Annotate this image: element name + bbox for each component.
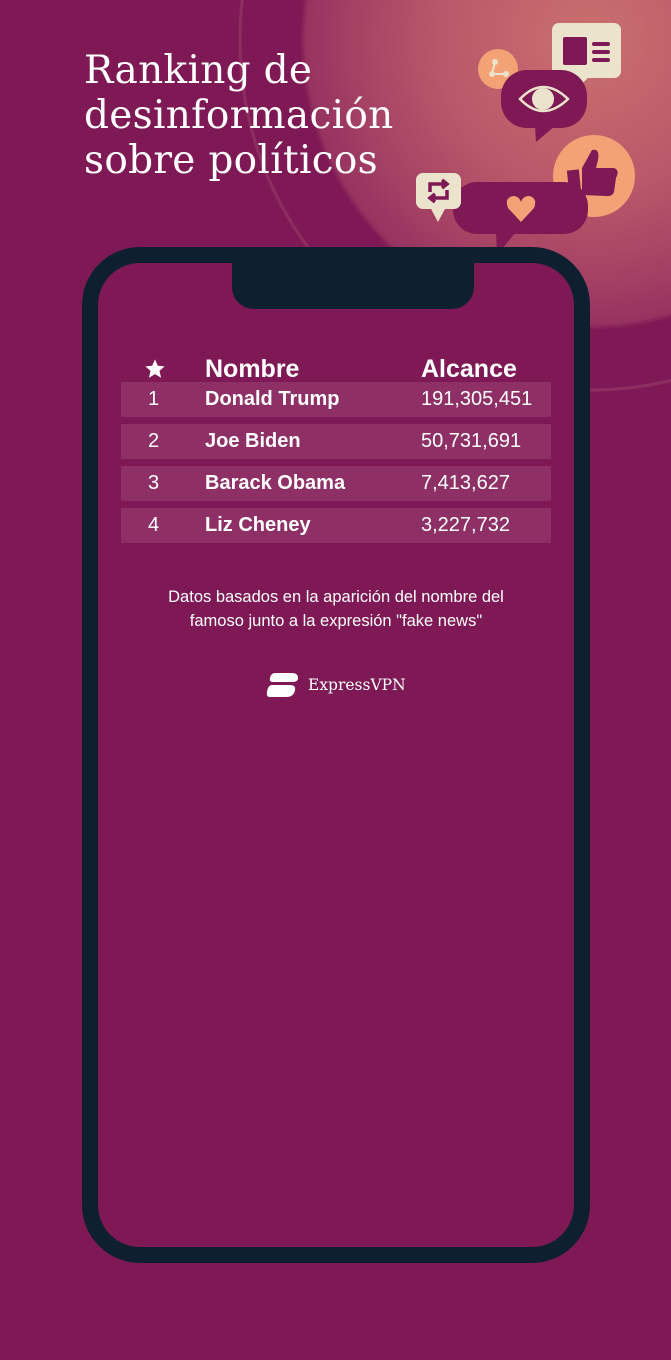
politician-name: Liz Cheney <box>205 514 311 536</box>
reach-value: 191,305,451 <box>421 388 533 410</box>
table-header: Nombre Alcance <box>98 355 574 385</box>
data-note: Datos basados en la aparición del nombre… <box>98 585 574 633</box>
expressvpn-logo: ExpressVPN <box>266 672 406 698</box>
note-line: famoso junto a la expresión "fake news" <box>189 612 483 630</box>
page-title: Ranking de desinformación sobre político… <box>84 48 394 183</box>
eye-bubble-icon <box>501 70 587 142</box>
rank: 3 <box>148 472 160 494</box>
table-row: 3 Barack Obama 7,413,627 <box>121 466 551 501</box>
star-icon <box>145 359 165 378</box>
table-row: 4 Liz Cheney 3,227,732 <box>121 508 551 543</box>
brand-name: ExpressVPN <box>308 676 406 694</box>
politician-name: Donald Trump <box>205 388 340 410</box>
header-name: Nombre <box>205 355 300 383</box>
news-bubble-icon <box>552 23 621 92</box>
header-reach: Alcance <box>421 355 517 383</box>
reach-value: 7,413,627 <box>421 472 510 494</box>
rank: 1 <box>148 388 160 410</box>
expressvpn-logo-icon <box>266 673 298 697</box>
retweet-bubble-icon <box>416 173 461 222</box>
title-line: Ranking de <box>84 48 313 93</box>
phone-notch <box>232 261 474 309</box>
politician-name: Barack Obama <box>205 472 346 494</box>
title-line: sobre políticos <box>84 138 378 183</box>
reach-value: 50,731,691 <box>421 430 522 452</box>
social-icons-illustration <box>416 23 635 255</box>
note-line: Datos basados en la aparición del nombre… <box>168 588 504 606</box>
table-row: 2 Joe Biden 50,731,691 <box>121 424 551 459</box>
rank: 2 <box>148 430 160 452</box>
politician-name: Joe Biden <box>205 430 301 452</box>
heart-bubble-icon <box>453 182 588 255</box>
title-line: desinformación <box>84 93 394 138</box>
phone-frame: Nombre Alcance 1 Donald Trump 191,305,45… <box>82 247 590 1263</box>
reach-value: 3,227,732 <box>421 514 510 536</box>
rank: 4 <box>148 514 160 536</box>
table-row: 1 Donald Trump 191,305,451 <box>121 382 551 417</box>
